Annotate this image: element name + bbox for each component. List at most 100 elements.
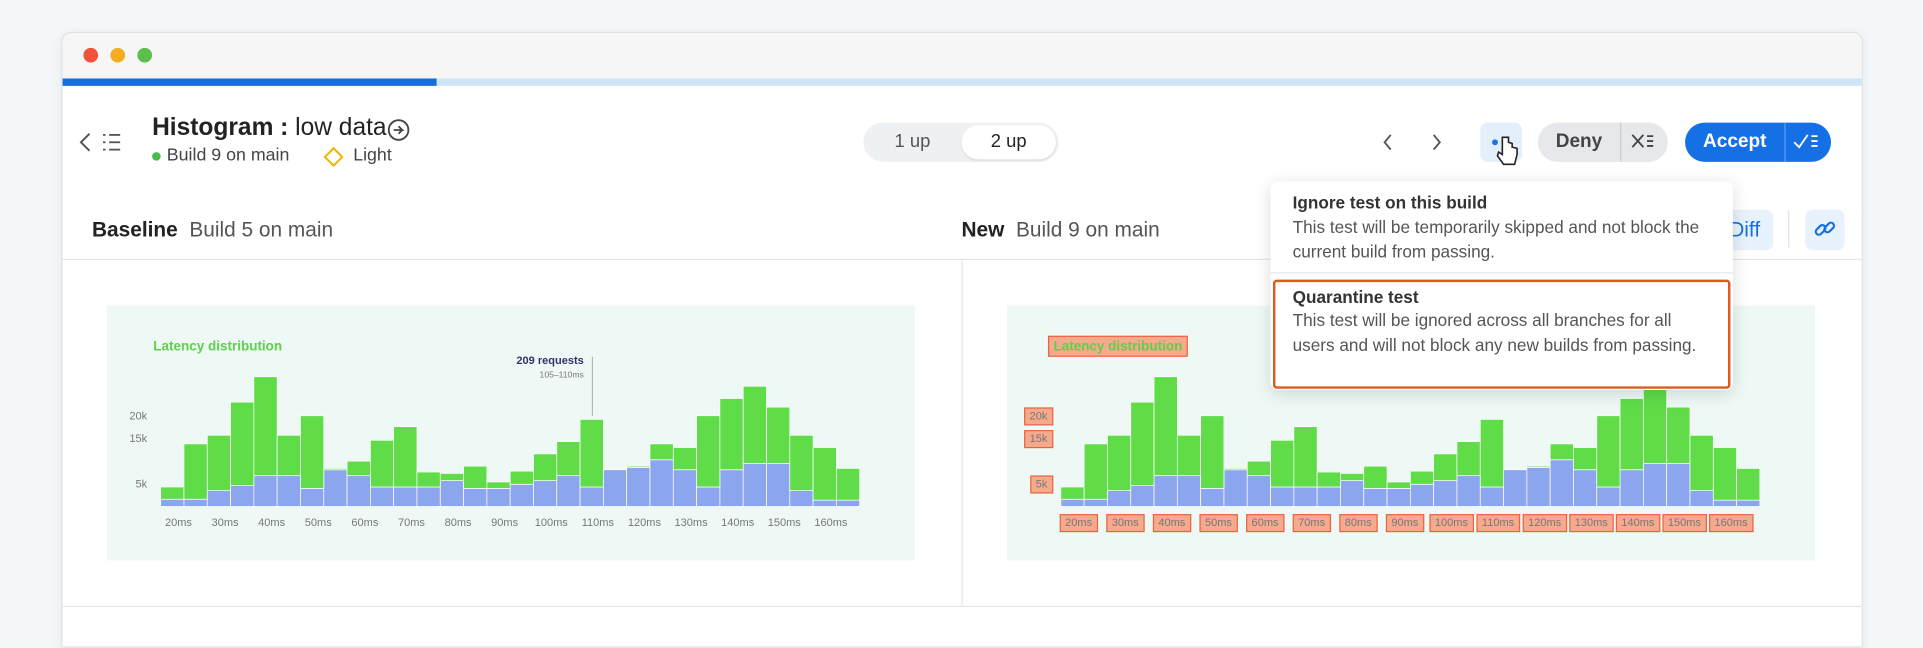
pager-icons[interactable]	[1374, 130, 1450, 155]
diff-highlight	[1569, 514, 1614, 533]
toggle-active	[961, 125, 1056, 160]
bar-segment	[719, 398, 744, 471]
open-icon[interactable]	[386, 118, 411, 143]
diff-highlight	[1106, 514, 1145, 533]
bar-segment	[1689, 434, 1714, 491]
bar-segment	[1549, 443, 1574, 461]
y-tick-label: 20k	[129, 410, 147, 422]
panel-label: Baseline	[91, 218, 178, 242]
bar-segment	[1176, 434, 1202, 477]
bar-segment	[1386, 487, 1411, 507]
y-tick-label: 15k	[129, 433, 147, 445]
bar-segment	[1246, 460, 1271, 477]
highlight-box[interactable]	[1273, 279, 1731, 389]
y-tick-label: 15k	[1030, 433, 1048, 445]
y-tick-label: 5k	[1036, 478, 1048, 490]
bar-segment	[393, 486, 418, 507]
x-tick-label: 20ms	[165, 517, 192, 529]
bar-segment	[672, 469, 697, 507]
diff-highlight	[1476, 514, 1521, 533]
bar-segment	[1456, 441, 1481, 477]
separator	[1784, 122, 1786, 162]
x-tick-label: 100ms	[1435, 517, 1469, 529]
bar-segment	[393, 426, 418, 488]
diff-highlight	[1339, 514, 1378, 533]
bar-segment	[1293, 486, 1318, 507]
bar-segment	[1340, 480, 1365, 507]
bar-segment	[253, 376, 278, 477]
nav-icons[interactable]	[76, 130, 128, 155]
x-tick-label: 90ms	[1391, 517, 1418, 529]
bar-segment	[1666, 463, 1691, 507]
x-tick-label: 130ms	[1575, 517, 1609, 529]
bar-segment	[1549, 459, 1574, 507]
bar-segment	[486, 481, 511, 489]
menu-description: This test will be ignored across all bra…	[1292, 310, 1697, 354]
bar-segment	[346, 460, 371, 477]
y-tick-label: 20k	[1030, 410, 1048, 422]
bar-segment	[1153, 475, 1178, 507]
bar-segment	[766, 406, 791, 464]
diff-highlight	[1385, 514, 1425, 533]
x-tick-label: 60ms	[1252, 517, 1279, 529]
x-tick-label: 100ms	[535, 517, 569, 529]
x-tick-label: 130ms	[675, 517, 709, 529]
bar-segment	[370, 486, 395, 507]
bar-segment	[1083, 498, 1108, 507]
diff-label[interactable]: Diff	[1729, 218, 1761, 242]
deny-button[interactable]	[1537, 122, 1668, 162]
bar-segment	[1270, 486, 1295, 507]
toggle-option[interactable]: 1 up	[894, 131, 931, 153]
bar-segment	[1526, 465, 1551, 468]
divider	[961, 259, 963, 608]
diff-highlight	[1615, 514, 1661, 533]
bar-segment	[1619, 398, 1644, 471]
bar-segment	[300, 415, 325, 489]
deny-icon[interactable]	[1629, 131, 1656, 153]
bar-segment	[183, 443, 208, 500]
bar-segment	[300, 487, 325, 507]
maximize-dot[interactable]	[137, 47, 153, 63]
separator	[1620, 122, 1622, 162]
progress-fill	[62, 78, 437, 86]
diff-highlight	[1047, 335, 1188, 357]
accept-label[interactable]: Accept	[1703, 131, 1767, 153]
bar-segment	[1223, 469, 1248, 507]
panel-build: Build 9 on main	[1015, 218, 1160, 242]
bar-segment	[1479, 419, 1504, 488]
cursor-icon	[1492, 136, 1518, 166]
bar-segment	[276, 475, 301, 507]
close-dot[interactable]	[83, 47, 99, 63]
minimize-dot[interactable]	[110, 47, 126, 63]
link-icon[interactable]	[1813, 217, 1838, 242]
menu-title[interactable]: Ignore test on this build	[1292, 192, 1488, 213]
bar-segment	[1409, 470, 1435, 485]
accept-icon[interactable]	[1792, 131, 1821, 153]
x-tick-label: 120ms	[628, 517, 662, 529]
diff-highlight	[1199, 514, 1238, 533]
bar-segment	[649, 443, 674, 461]
deny-label[interactable]: Deny	[1555, 131, 1603, 153]
menu-title[interactable]: Quarantine test	[1292, 286, 1419, 307]
bar-segment	[812, 499, 837, 507]
bar-segment	[1107, 490, 1132, 507]
bar-segment	[1456, 475, 1481, 507]
bar-segment	[719, 469, 744, 507]
y-tick-label: 5k	[136, 478, 148, 490]
status-dot	[152, 152, 161, 161]
bar-segment	[463, 465, 488, 489]
bar-segment	[533, 480, 558, 507]
bar-segment	[1316, 486, 1341, 507]
x-tick-label: 40ms	[1158, 517, 1185, 529]
diff-highlight	[1024, 407, 1054, 426]
bar-segment	[323, 469, 348, 507]
diff-highlight	[1024, 430, 1054, 449]
bar-segment	[1573, 469, 1598, 507]
bar-segment	[416, 486, 441, 507]
bar-segment	[1736, 499, 1761, 507]
toggle-option[interactable]: 2 up	[990, 131, 1027, 153]
diff-highlight	[1152, 514, 1192, 533]
bar-segment	[323, 468, 348, 471]
bar-segment	[1083, 443, 1108, 500]
accept-button[interactable]	[1685, 122, 1832, 162]
